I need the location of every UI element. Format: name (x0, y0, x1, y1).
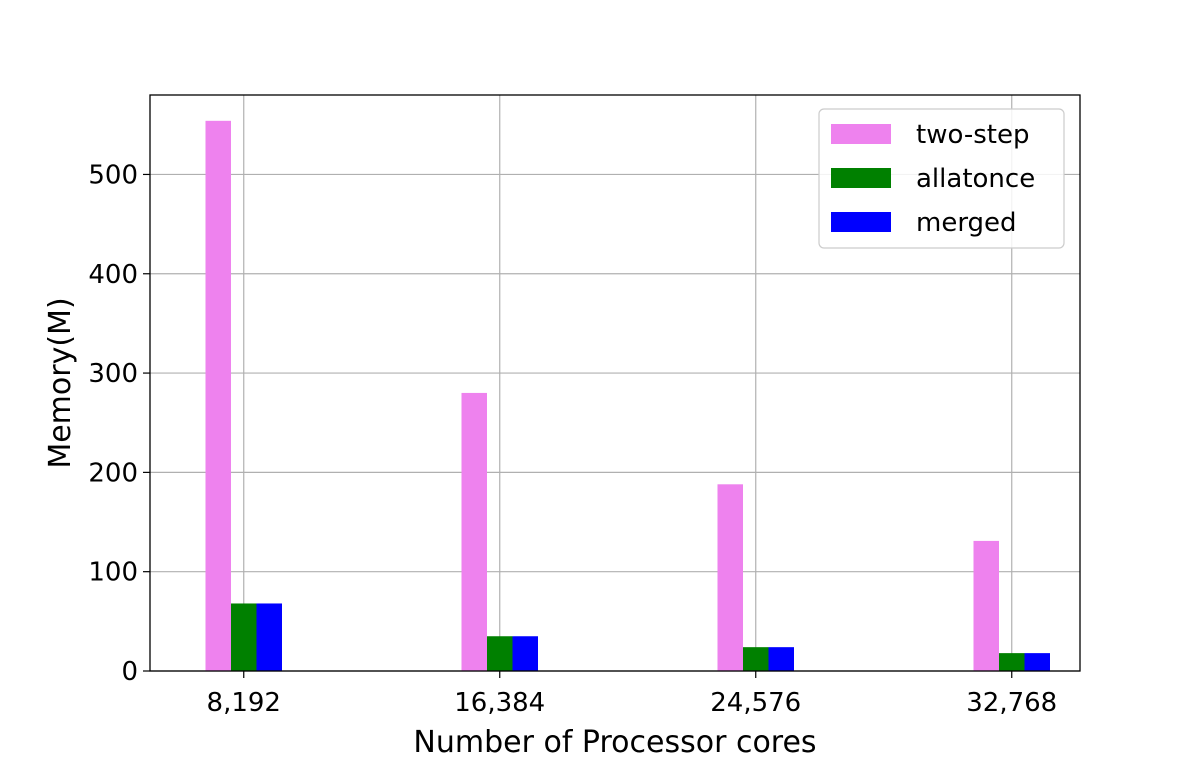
grid (150, 95, 1080, 672)
bar-merged (768, 647, 794, 671)
bars (205, 120, 1050, 672)
axis-ticks: 0 100 200 300 400 500 8,192 16,384 24,576 32,768 (88, 160, 1057, 718)
y-tick-label: 100 (88, 558, 138, 588)
y-tick-label: 500 (88, 160, 138, 190)
plot-frame (149, 94, 1081, 672)
bar-merged (256, 603, 282, 671)
bar-allatonce (743, 647, 769, 671)
legend-swatch-allatonce (831, 168, 891, 188)
bar-two-step (973, 540, 999, 671)
y-tick-label: 200 (88, 458, 138, 488)
x-tick-label: 32,768 (966, 688, 1057, 718)
bar-two-step (205, 120, 231, 672)
bar-allatonce (999, 653, 1025, 671)
bar-two-step (717, 484, 743, 671)
x-tick-label: 8,192 (207, 688, 281, 718)
bar-allatonce (487, 636, 513, 671)
y-tick-label: 0 (121, 657, 138, 687)
x-tick-label: 16,384 (454, 688, 545, 718)
y-axis-label: Memory(M) (43, 297, 78, 468)
legend-label-two-step: two-step (916, 120, 1029, 150)
bar-merged (1024, 653, 1050, 671)
x-tick-label: 24,576 (710, 688, 801, 718)
bar-two-step (461, 392, 487, 671)
legend-swatch-merged (831, 212, 891, 232)
y-tick-label: 400 (88, 260, 138, 290)
legend-swatch-two-step (831, 124, 891, 144)
legend-label-merged: merged (916, 208, 1017, 238)
bar-merged (512, 636, 538, 671)
legend-label-allatonce: allatonce (916, 164, 1035, 194)
legend: two-step allatonce merged (818, 108, 1065, 249)
y-tick-label: 300 (88, 359, 138, 389)
x-axis-label: Number of Processor cores (413, 725, 816, 760)
bar-allatonce (231, 603, 257, 671)
